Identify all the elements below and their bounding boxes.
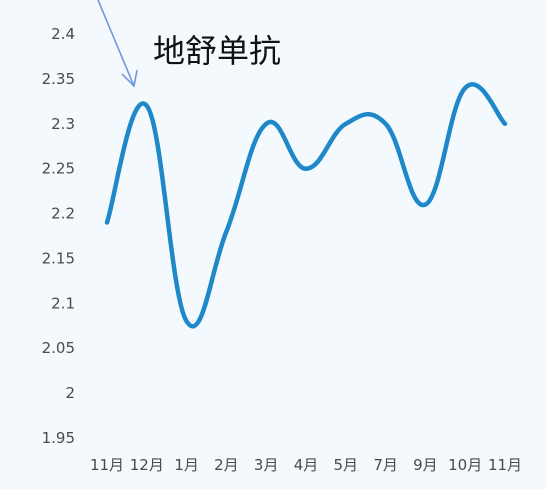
x-tick-label: 2月 [214, 456, 239, 474]
y-tick-label: 2 [65, 384, 75, 402]
x-tick-label: 11月 [90, 456, 124, 474]
annotation-arrow [97, 0, 135, 87]
annotation-arrowhead [121, 69, 138, 88]
annotation-label: 地舒单抗 [153, 32, 281, 70]
y-tick-label: 2.3 [51, 115, 75, 133]
series-line [104, 82, 508, 329]
y-tick-label: 2.4 [51, 25, 75, 43]
y-tick-label: 2.05 [42, 339, 75, 357]
x-axis-tick-labels: 11月 12月 1月 2月 3月 4月 5月 7月 9月 10月 11月 [90, 456, 522, 474]
x-tick-label: 7月 [373, 456, 398, 474]
y-tick-label: 2.1 [51, 294, 75, 312]
x-tick-label: 4月 [294, 456, 319, 474]
x-tick-label: 10月 [448, 456, 482, 474]
y-tick-label: 2.25 [42, 160, 75, 178]
y-axis-tick-labels: 1.95 2 2.05 2.1 2.15 2.2 2.25 2.3 2.35 2.4 [42, 25, 75, 447]
x-tick-label: 5月 [334, 456, 359, 474]
x-tick-label: 3月 [254, 456, 279, 474]
y-tick-label: 1.95 [42, 429, 75, 447]
x-tick-label: 11月 [488, 456, 522, 474]
y-tick-label: 2.35 [42, 70, 75, 88]
x-tick-label: 12月 [130, 456, 164, 474]
y-tick-label: 2.15 [42, 249, 75, 267]
y-tick-label: 2.2 [51, 205, 75, 223]
x-tick-label: 1月 [174, 456, 199, 474]
x-tick-label: 9月 [413, 456, 438, 474]
